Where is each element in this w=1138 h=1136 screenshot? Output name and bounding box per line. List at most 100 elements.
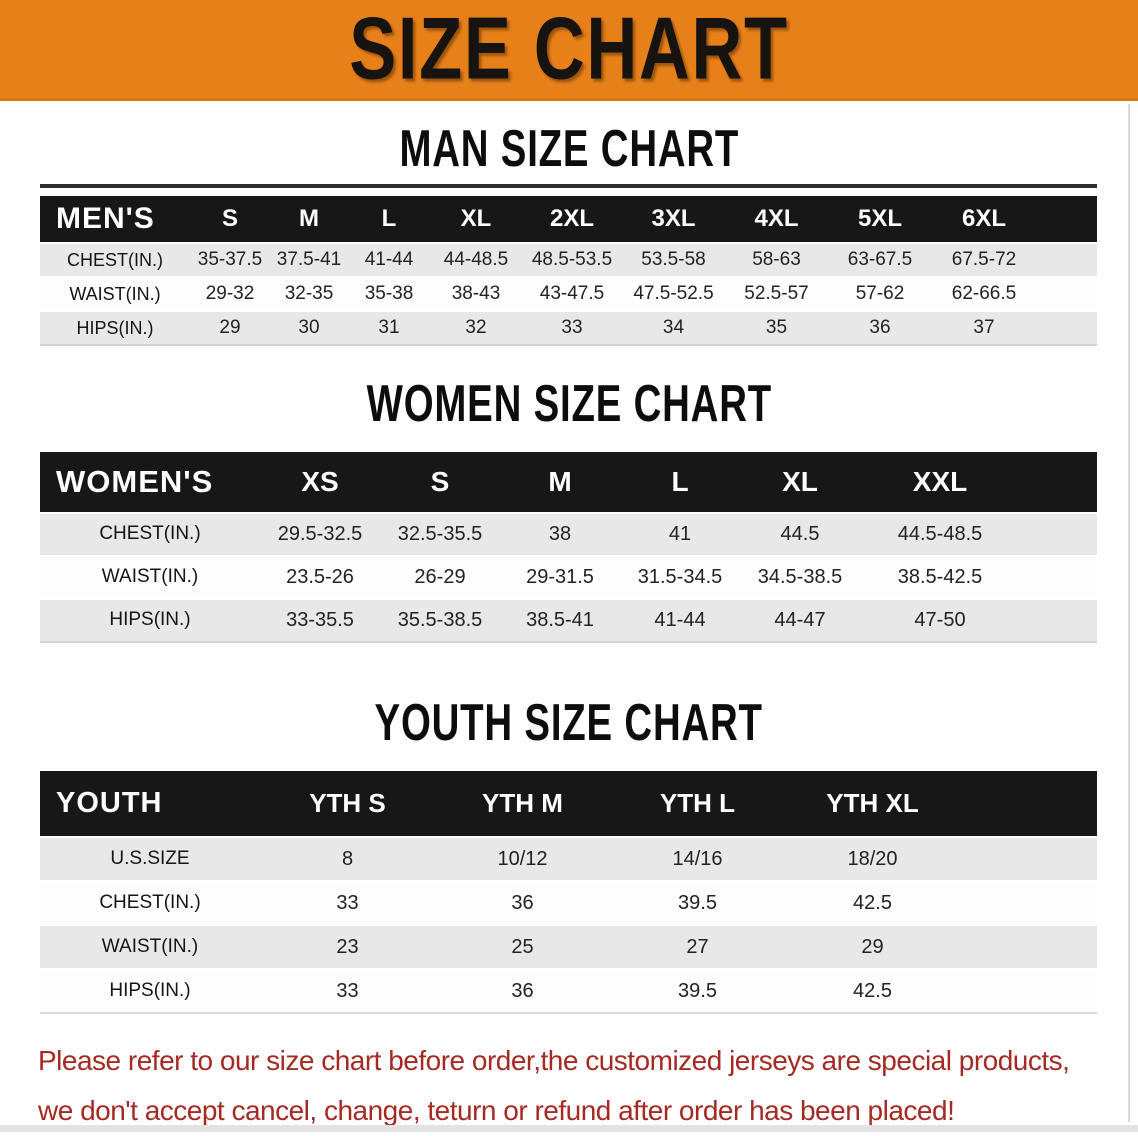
size-value: 47-50 (860, 597, 1020, 642)
size-value: 29.5-32.5 (260, 511, 380, 556)
women-size-chart-heading-text: WOMEN SIZE CHART (366, 376, 772, 434)
size-column-header: 6XL (932, 196, 1036, 244)
size-value: 31 (348, 310, 430, 346)
size-value: 52.5-57 (725, 276, 828, 312)
size-column-header: YTH S (260, 771, 435, 838)
header-filler-cell (1036, 196, 1097, 244)
header-row: WOMEN'S XS S M L XL XXL (40, 451, 1097, 513)
table-row: CHEST(IN.) 35-37.5 37.5-41 41-44 44-48.5 48.5… (40, 242, 1097, 278)
size-value: 31.5-34.5 (620, 554, 740, 599)
size-value: 32-35 (270, 276, 348, 312)
row-label: U.S.SIZE (40, 836, 260, 882)
size-value: 30 (270, 310, 348, 346)
size-value: 34.5-38.5 (740, 554, 860, 599)
size-value: 44.5 (740, 511, 860, 556)
row-label: CHEST(IN.) (40, 511, 260, 556)
size-value: 33-35.5 (260, 597, 380, 642)
size-value: 39.5 (610, 880, 785, 926)
row-label: HIPS(IN.) (40, 310, 190, 346)
size-value: 26-29 (380, 554, 500, 599)
size-column-header: 5XL (828, 196, 932, 244)
row-filler-cell (1020, 597, 1097, 642)
size-value: 23 (260, 924, 435, 970)
men-table-top-rule (40, 184, 1097, 189)
size-value: 36 (828, 310, 932, 346)
bottom-edge-artifact (0, 1125, 1138, 1132)
size-value: 42.5 (785, 968, 960, 1014)
table-corner-label: WOMEN'S (40, 451, 260, 513)
size-value: 37.5-41 (270, 242, 348, 278)
size-column-header: 2XL (522, 196, 622, 244)
row-label: CHEST(IN.) (40, 880, 260, 926)
size-value: 53.5-58 (622, 242, 725, 278)
size-value: 44-47 (740, 597, 860, 642)
size-value: 36 (435, 880, 610, 926)
size-value: 27 (610, 924, 785, 970)
size-column-header: 3XL (622, 196, 725, 244)
size-column-header: L (620, 451, 740, 513)
table-row: WAIST(IN.) 29-32 32-35 35-38 38-43 43-47.5 47.… (40, 276, 1097, 312)
size-value: 29-32 (190, 276, 270, 312)
table-row: U.S.SIZE 8 10/12 14/16 18/20 (40, 836, 1097, 882)
youth-size-chart-heading: YOUTH SIZE CHART (0, 694, 1138, 752)
size-column-header: XS (260, 451, 380, 513)
table-corner-label: YOUTH (40, 771, 260, 838)
size-value: 48.5-53.5 (522, 242, 622, 278)
man-size-chart-heading-text: MAN SIZE CHART (399, 120, 739, 179)
size-value: 67.5-72 (932, 242, 1036, 278)
size-value: 14/16 (610, 836, 785, 882)
size-column-header: YTH L (610, 771, 785, 838)
row-filler-cell (960, 924, 1097, 970)
women-size-table: WOMEN'S XS S M L XL XXL CHEST(IN.) 29.5-32.5 32.5… (40, 451, 1097, 643)
size-value: 47.5-52.5 (622, 276, 725, 312)
row-label: WAIST(IN.) (40, 276, 190, 312)
size-value: 29-31.5 (500, 554, 620, 599)
size-value: 37 (932, 310, 1036, 346)
row-filler-cell (1036, 242, 1097, 278)
size-value: 8 (260, 836, 435, 882)
size-chart-banner: SIZE CHART (0, 0, 1138, 101)
size-column-header: XXL (860, 451, 1020, 513)
size-value: 41-44 (620, 597, 740, 642)
size-value: 41-44 (348, 242, 430, 278)
header-row: YOUTH YTH S YTH M YTH L YTH XL (40, 771, 1097, 838)
size-value: 23.5-26 (260, 554, 380, 599)
size-value: 44.5-48.5 (860, 511, 1020, 556)
size-value: 10/12 (435, 836, 610, 882)
size-column-header: S (190, 196, 270, 244)
size-value: 33 (260, 968, 435, 1014)
men-size-table: MEN'S S M L XL 2XL 3XL 4XL 5XL 6XL CHEST(IN.) 35-37… (40, 196, 1097, 347)
size-value: 35-38 (348, 276, 430, 312)
table-row: HIPS(IN.) 29 30 31 32 33 34 35 36 37 (40, 310, 1097, 346)
size-value: 35 (725, 310, 828, 346)
header-row: MEN'S S M L XL 2XL 3XL 4XL 5XL 6XL (40, 196, 1097, 244)
size-value: 35.5-38.5 (380, 597, 500, 642)
size-value: 39.5 (610, 968, 785, 1014)
row-label: WAIST(IN.) (40, 554, 260, 599)
size-column-header: YTH M (435, 771, 610, 838)
size-value: 33 (522, 310, 622, 346)
row-filler-cell (960, 968, 1097, 1014)
table-row: WAIST(IN.) 23.5-26 26-29 29-31.5 31.5-34.5 34… (40, 554, 1097, 599)
size-value: 38 (500, 511, 620, 556)
table-row: CHEST(IN.) 29.5-32.5 32.5-35.5 38 41 44.5 44.5… (40, 511, 1097, 556)
disclaimer: Please refer to our size chart before or… (38, 1036, 1138, 1136)
size-value: 63-67.5 (828, 242, 932, 278)
size-column-header: XL (430, 196, 522, 244)
disclaimer-line-1: Please refer to our size chart before or… (38, 1045, 1070, 1077)
youth-size-chart-heading-text: YOUTH SIZE CHART (374, 694, 764, 752)
size-value: 34 (622, 310, 725, 346)
table-row: CHEST(IN.) 33 36 39.5 42.5 (40, 880, 1097, 926)
size-value: 29 (190, 310, 270, 346)
table-row: WAIST(IN.) 23 25 27 29 (40, 924, 1097, 970)
size-value: 32 (430, 310, 522, 346)
right-edge-artifact (1128, 104, 1130, 1122)
size-value: 36 (435, 968, 610, 1014)
table-row: HIPS(IN.) 33-35.5 35.5-38.5 38.5-41 41-44 44-… (40, 597, 1097, 642)
disclaimer-line-2: we don't accept cancel, change, teturn o… (38, 1095, 955, 1127)
size-value: 38-43 (430, 276, 522, 312)
size-value: 25 (435, 924, 610, 970)
header-filler-cell (960, 771, 1097, 838)
size-column-header: S (380, 451, 500, 513)
